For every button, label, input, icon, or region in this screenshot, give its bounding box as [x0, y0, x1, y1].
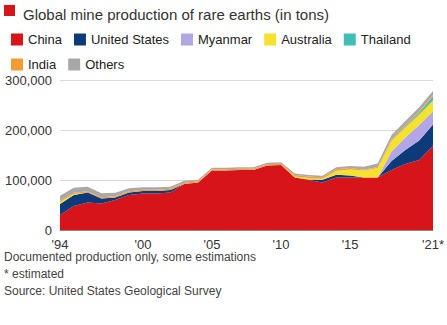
svg-text:Source: United States Geologic: Source: United States Geological Survey — [4, 284, 221, 298]
svg-text:'15: '15 — [342, 237, 359, 252]
svg-text:100,000: 100,000 — [5, 173, 52, 188]
svg-text:'21*: '21* — [422, 237, 444, 252]
svg-text:0: 0 — [45, 223, 52, 238]
svg-text:United States: United States — [91, 32, 170, 47]
svg-text:'10: '10 — [273, 237, 290, 252]
svg-text:China: China — [28, 32, 63, 47]
svg-text:Thailand: Thailand — [361, 32, 411, 47]
svg-text:India: India — [28, 57, 57, 72]
svg-text:Global mine production of rare: Global mine production of rare earths (i… — [23, 6, 329, 23]
svg-text:Others: Others — [85, 57, 125, 72]
svg-text:'00: '00 — [134, 237, 151, 252]
svg-text:'05: '05 — [203, 237, 220, 252]
svg-text:* estimated: * estimated — [4, 267, 64, 281]
svg-text:300,000: 300,000 — [5, 73, 52, 88]
svg-text:200,000: 200,000 — [5, 123, 52, 138]
svg-text:Documented production only, so: Documented production only, some estimat… — [4, 250, 256, 264]
svg-text:Myanmar: Myanmar — [198, 32, 253, 47]
svg-text:'94: '94 — [52, 237, 69, 252]
svg-text:Australia: Australia — [281, 32, 332, 47]
